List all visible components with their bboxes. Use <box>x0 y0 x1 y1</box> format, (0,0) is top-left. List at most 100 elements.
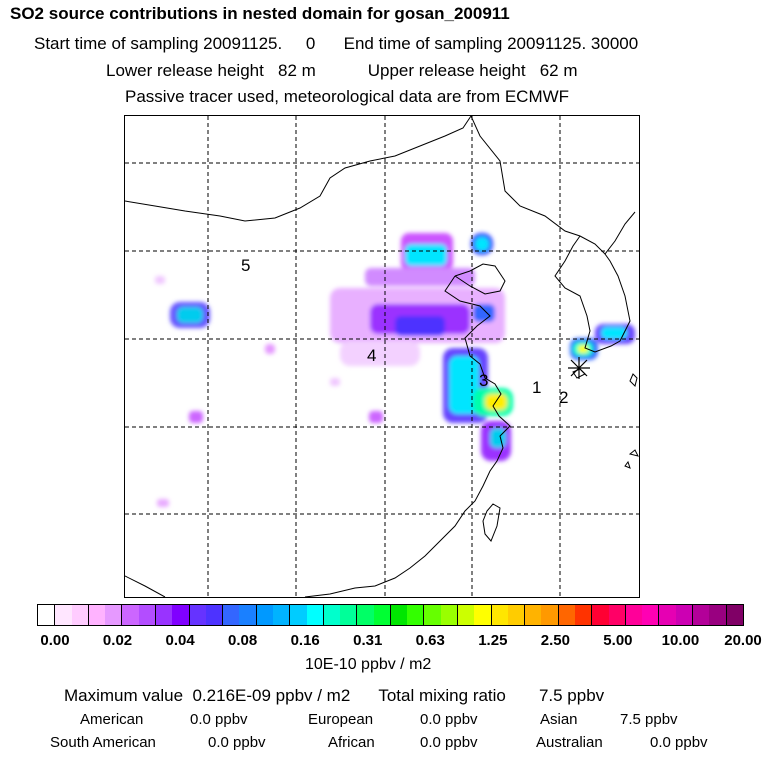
colorbar-segment <box>659 605 676 625</box>
colorbar-segment <box>290 605 307 625</box>
mongolia-border <box>125 116 472 222</box>
colorbar-segment <box>692 605 710 625</box>
plume-patch <box>189 411 203 423</box>
colorbar-segment <box>575 605 593 625</box>
colorbar-segment <box>709 605 727 625</box>
colorbar-segment <box>474 605 492 625</box>
colorbar-segment <box>390 605 408 625</box>
region-label: 3 <box>479 371 489 390</box>
colorbar-segment <box>373 605 391 625</box>
colorbar-tick-label: 10.00 <box>661 632 700 649</box>
sampling-times: Start time of sampling 20091125. 0 End t… <box>34 34 639 53</box>
asterisk-receptor-icon <box>568 357 590 379</box>
region-label: 1 <box>532 378 542 397</box>
plume-patch <box>177 307 203 323</box>
southwest-border <box>125 575 166 597</box>
plume-patch <box>405 244 447 266</box>
colorbar-segment <box>256 605 273 625</box>
colorbar-segment <box>491 605 508 625</box>
colorbar-segment <box>38 605 56 625</box>
colorbar-segment <box>340 605 358 625</box>
colorbar-segment <box>223 605 240 625</box>
colorbar-tick-label: 0.00 <box>40 632 70 649</box>
plume-patch <box>395 316 445 336</box>
colorbar-segment <box>458 605 475 625</box>
asian-value: 7.5 ppbv <box>620 711 678 728</box>
manchuria-border <box>470 116 636 255</box>
colorbar-segment <box>205 605 224 625</box>
colorbar-tick-label: 0.02 <box>102 632 133 649</box>
plume-patch <box>340 341 420 366</box>
american-value: 0.0 ppbv <box>190 711 248 728</box>
tracer-note: Passive tracer used, meteorological data… <box>125 87 570 106</box>
map-canvas <box>125 116 639 597</box>
region-label: 4 <box>367 346 377 365</box>
european-value: 0.0 ppbv <box>420 711 478 728</box>
japan-islands <box>624 373 639 469</box>
region-label: 5 <box>241 256 251 275</box>
south-american-label: South American <box>50 734 156 751</box>
australian-label: Australian <box>536 734 603 751</box>
australian-value: 0.0 ppbv <box>650 734 708 751</box>
plume-patch <box>155 276 165 284</box>
colorbar-segment <box>272 605 291 625</box>
bohai-coast <box>454 263 506 295</box>
coastlines <box>125 116 639 597</box>
release-heights: Lower release height 82 m Upper release … <box>106 61 578 80</box>
colorbar-segment <box>88 605 106 625</box>
plume-patch <box>369 411 383 423</box>
chart-title: SO2 source contributions in nested domai… <box>10 4 510 23</box>
colorbar-segment <box>541 605 559 625</box>
colorbar-tick-label: 0.63 <box>415 632 445 649</box>
colorbar-segment <box>155 605 173 625</box>
plume-patch <box>473 304 495 322</box>
south-american-value: 0.0 ppbv <box>208 734 266 751</box>
colorbar-tick-label: 2.50 <box>540 632 570 649</box>
colorbar-segment <box>675 605 693 625</box>
colorbar-tick-label: 0.08 <box>228 632 258 649</box>
asian-label: Asian <box>540 711 578 728</box>
colorbar-segment <box>138 605 156 625</box>
colorbar-segment <box>507 605 526 625</box>
taiwan-coast <box>482 503 501 542</box>
plume-patch <box>601 327 627 339</box>
colorbar-segment <box>306 605 324 625</box>
colorbar-segment <box>407 605 425 625</box>
colorbar-segment <box>592 605 609 625</box>
maximum-value-line: Maximum value 0.216E-09 ppbv / m2 Total … <box>64 686 605 705</box>
colorbar-segment <box>189 605 206 625</box>
colorbar-segment <box>357 605 374 625</box>
plume-patch <box>265 344 275 354</box>
plume-patch <box>157 499 169 507</box>
colorbar-segment <box>558 605 575 625</box>
colorbar-tick-label: 0.31 <box>353 632 383 649</box>
china-east-coast <box>304 275 511 597</box>
plume-patch <box>330 378 340 386</box>
region-label: 2 <box>559 388 569 407</box>
american-label: American <box>80 711 144 728</box>
colorbar-units: 10E-10 ppbv / m2 <box>305 656 432 673</box>
colorbar-segment <box>525 605 542 625</box>
colorbar-segment <box>122 605 139 625</box>
colorbar-segment <box>625 605 643 625</box>
african-label: African <box>328 734 375 751</box>
colorbar-segment <box>726 605 743 625</box>
colorbar-segment <box>440 605 459 625</box>
colorbar-tick-label: 0.16 <box>290 632 320 649</box>
colorbar-tick-label: 0.04 <box>165 632 195 649</box>
plume-patch <box>490 428 506 448</box>
colorbar-segment <box>323 605 341 625</box>
african-value: 0.0 ppbv <box>420 734 478 751</box>
colorbar-tick-label: 1.25 <box>478 632 508 649</box>
colorbar-segment <box>642 605 660 625</box>
plume-patch <box>475 237 489 251</box>
colorbar <box>37 604 744 626</box>
colorbar-segment <box>55 605 72 625</box>
colorbar-segment <box>105 605 123 625</box>
colorbar-segment <box>172 605 190 625</box>
colorbar-segment <box>71 605 89 625</box>
european-label: European <box>308 711 374 728</box>
colorbar-segment <box>424 605 441 625</box>
lat-lon-grid <box>125 116 639 597</box>
concentration-field <box>155 233 635 507</box>
